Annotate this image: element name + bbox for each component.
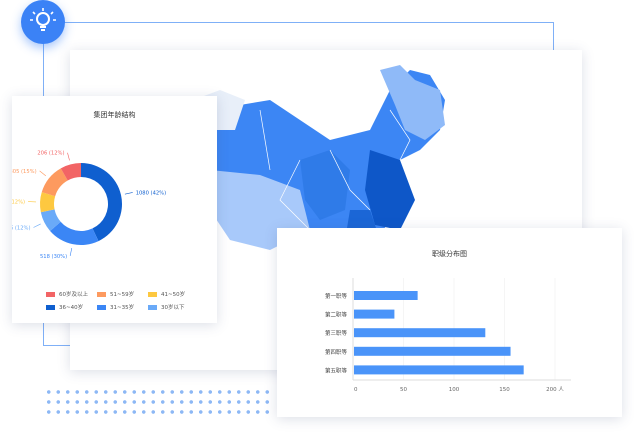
legend-swatch: [148, 291, 157, 297]
legend-label: 31~35岁: [110, 305, 135, 311]
x-tick-label: 50: [400, 387, 407, 393]
donut-slice[interactable]: [50, 221, 99, 245]
legend-label: 41~50岁: [161, 292, 186, 298]
donut-slice[interactable]: [40, 209, 61, 231]
age-structure-card: 集团年龄结构 1080 (42%) 518 (30%) 206 (12%) 198 (…: [12, 96, 217, 323]
bar[interactable]: [354, 291, 418, 300]
legend-item[interactable]: 60岁及以上: [46, 290, 88, 298]
bar[interactable]: [354, 365, 524, 375]
label-leader: [69, 247, 73, 256]
y-tick-label: 第二职等: [325, 311, 348, 319]
y-tick-label: 第一职等: [325, 292, 348, 300]
x-tick-label: 0: [354, 387, 358, 393]
legend-swatch: [46, 304, 55, 310]
legend-label: 30岁以下: [161, 305, 185, 311]
level-distribution-card: 职级分布图 0 50 100 150 200 人 第一职等第二职等第三职等第四职等第五职等: [277, 228, 622, 417]
donut-slice[interactable]: [41, 168, 68, 197]
slice-label: 206 (12%): [12, 226, 30, 232]
age-chart-title: 集团年龄结构: [93, 111, 136, 119]
donut-slice[interactable]: [60, 163, 81, 181]
x-tick-label: 100: [449, 387, 460, 393]
x-tick-label: 150: [499, 387, 510, 393]
bar[interactable]: [354, 309, 395, 319]
legend-label: 36~40岁: [59, 305, 84, 311]
bar[interactable]: [354, 346, 511, 356]
label-leader: [33, 223, 41, 228]
donut-slice[interactable]: [40, 192, 56, 213]
legend-swatch: [97, 291, 106, 297]
y-tick-label: 第三职等: [325, 329, 348, 337]
legend-label: 60岁及以上: [59, 292, 88, 298]
frame-line-top: [43, 22, 554, 52]
label-leader: [124, 192, 133, 195]
y-tick-label: 第五职等: [325, 366, 348, 374]
slice-label: 206 (12%): [37, 151, 64, 157]
label-leader: [39, 170, 47, 177]
slice-label: 518 (30%): [40, 254, 67, 260]
legend-item[interactable]: 36~40岁: [46, 303, 83, 311]
slice-label: 198 (12%): [12, 200, 25, 206]
bar[interactable]: [354, 328, 486, 338]
level-chart-title: 职级分布图: [432, 250, 467, 258]
y-tick-label: 第四职等: [325, 348, 348, 356]
label-leader: [67, 152, 70, 161]
legend-item[interactable]: 30岁以下: [148, 303, 185, 311]
legend-item[interactable]: 31~35岁: [97, 303, 134, 311]
legend-item[interactable]: 51~59岁: [97, 290, 134, 298]
legend-item[interactable]: 41~50岁: [148, 290, 185, 298]
donut-slice[interactable]: [81, 163, 122, 242]
legend-swatch: [46, 291, 55, 297]
legend-swatch: [148, 304, 157, 310]
slice-label: 1080 (42%): [136, 190, 166, 196]
lightbulb-icon: [21, 0, 65, 44]
slice-label: 305 (15%): [12, 169, 37, 175]
age-donut-chart: 1080 (42%) 518 (30%) 206 (12%) 198 (12%) 305…: [12, 151, 166, 260]
legend-label: 51~59岁: [110, 292, 135, 298]
legend-swatch: [97, 304, 106, 310]
dot-pattern: [44, 387, 274, 417]
x-tick-label: 200 人: [546, 386, 564, 393]
